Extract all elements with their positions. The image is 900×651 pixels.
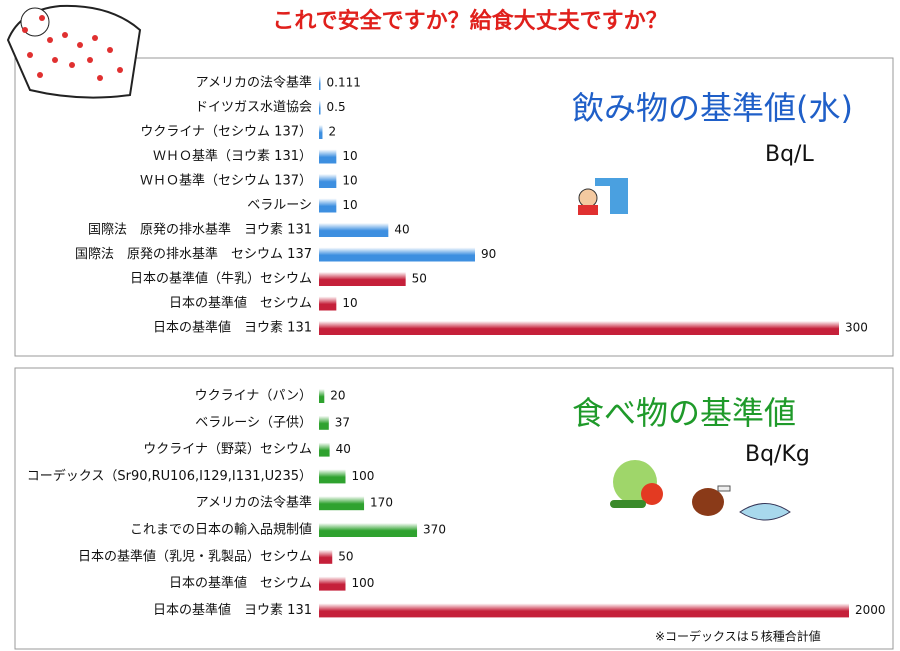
value-label: 100 [352,469,375,483]
category-label: ＷＨＯ基準（セシウム 137） [140,173,312,189]
bar [319,174,337,188]
value-label: 90 [481,247,496,261]
value-label: 37 [335,415,350,429]
category-label: ベラルーシ（子供） [195,415,312,430]
can-illustration [6,4,142,99]
value-label: 10 [342,296,357,310]
bar [319,549,333,564]
bar [319,496,365,511]
category-label: ドイツガス水道協会 [195,100,312,115]
value-label: 50 [412,272,427,286]
category-label: ベラルーシ [247,198,312,213]
panel-food [14,367,894,650]
faucet-illustration [578,178,628,215]
category-label: 日本の基準値 セシウム [169,295,312,311]
value-label: 50 [338,549,353,563]
bar [319,576,346,591]
category-label: 日本の基準値 ヨウ素 131 [153,602,312,618]
bar [319,469,346,484]
unit: Bq/L [765,142,814,167]
category-label: 日本の基準値 セシウム [169,575,312,591]
bar [319,223,389,237]
value-label: 10 [342,149,357,163]
value-label: 40 [336,442,351,456]
category-label: ウクライナ（野菜）セシウム [143,442,312,457]
value-label: 10 [342,198,357,212]
bar [319,389,325,403]
category-label: 日本の基準値（乳児・乳製品）セシウム [78,548,312,564]
value-label: 0.5 [327,100,346,114]
unit: Bq/Kg [745,442,810,467]
panel-drinks [14,57,894,357]
bar [319,125,323,139]
bar [319,100,321,115]
chart-title: 飲み物の基準値(水) [572,89,853,127]
value-label: 370 [423,523,446,537]
category-label: 国際法 原発の排水基準 ヨウ素 131 [88,222,312,238]
category-label: 国際法 原発の排水基準 セシウム 137 [75,246,312,262]
category-label: ウクライナ（セシウム 137） [140,125,312,140]
value-label: 100 [352,576,375,590]
category-label: 日本の基準値 ヨウ素 131 [153,320,312,336]
value-label: 20 [330,389,345,403]
category-label: ウクライナ（パン） [195,389,312,404]
bar [319,603,849,618]
bar [319,247,475,262]
bar [319,272,406,286]
bar [319,442,330,457]
bar [319,415,329,430]
value-label: 40 [394,223,409,237]
bar [319,523,418,537]
bar [319,321,839,335]
main-title: これで安全ですか？給食大丈夫ですか？ [272,8,667,34]
category-label: ＷＨＯ基準（ヨウ素 131） [153,148,312,164]
value-label: 0.111 [327,76,361,90]
food-illustration [610,460,791,521]
value-label: 300 [845,321,868,335]
value-label: 2 [328,125,336,139]
category-label: 日本の基準値（牛乳）セシウム [130,271,312,287]
bar [319,76,321,90]
category-label: コーデックス（Sr90,RU106,I129,I131,U235） [27,468,312,484]
bar [319,296,337,311]
chart-title: 食べ物の基準値 [572,394,796,432]
category-label: アメリカの法令基準 [196,75,312,91]
bar [319,149,337,164]
value-label: 10 [342,174,357,188]
category-label: これまでの日本の輸入品規制値 [130,522,312,538]
footnote: ※コーデックスは５核種合計値 [655,629,821,644]
value-label: 170 [370,496,393,510]
bar [319,198,337,213]
value-label: 2000 [855,603,886,617]
category-label: アメリカの法令基準 [196,495,312,511]
